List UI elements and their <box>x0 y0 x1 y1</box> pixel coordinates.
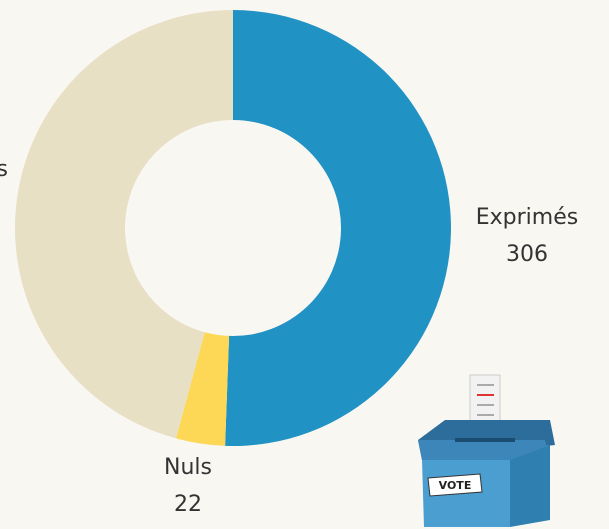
category-label: s <box>0 157 8 182</box>
vote-box-icon: VOTE <box>418 374 555 527</box>
donut-segment <box>225 10 452 447</box>
svg-text:VOTE: VOTE <box>439 479 472 492</box>
donut-segment <box>14 10 233 439</box>
donut-segment <box>175 332 230 446</box>
category-label: Exprimés <box>476 205 578 230</box>
value-label: 22 <box>174 492 202 517</box>
category-label: Nuls <box>164 455 212 480</box>
value-label: 306 <box>506 242 548 267</box>
